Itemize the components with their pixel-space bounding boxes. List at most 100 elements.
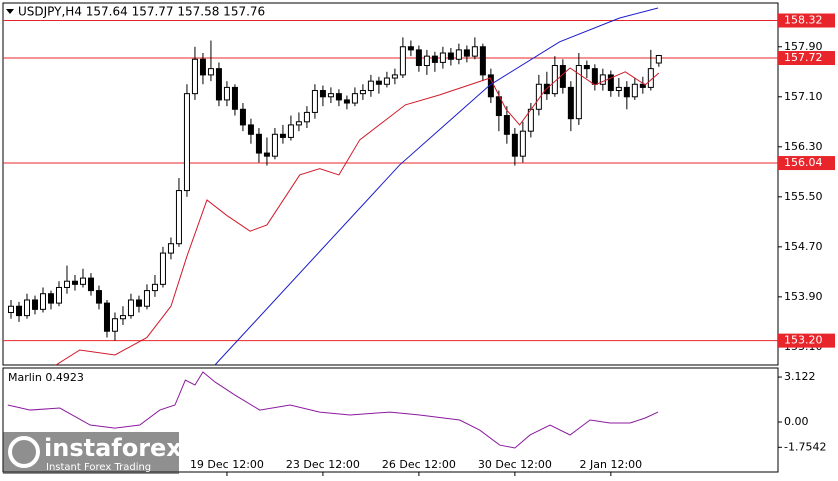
candle-body	[95, 290, 102, 304]
candle-body	[471, 46, 478, 57]
y-tick-label: 0.00	[784, 415, 809, 428]
watermark: instaforex Instant Forex Trading	[3, 432, 182, 474]
y-tick-label: 3.122	[784, 370, 816, 383]
candle-body	[127, 299, 134, 317]
y-tick-label: 153.90	[784, 290, 823, 303]
candle-body	[351, 93, 358, 104]
watermark-icon	[8, 436, 40, 468]
candle-body	[87, 277, 94, 292]
level-label: 153.20	[784, 334, 823, 347]
candle-body	[223, 86, 230, 101]
candle-body	[439, 52, 446, 63]
level-tag	[778, 13, 835, 28]
level-tag	[778, 51, 835, 66]
candle-body	[183, 93, 190, 192]
candle-body	[423, 55, 430, 67]
y-tick-label: 157.10	[784, 90, 823, 103]
candle-body	[199, 58, 206, 76]
candle-body	[279, 133, 286, 138]
candle-body	[271, 133, 278, 157]
line-series	[214, 7, 659, 365]
candle-body	[295, 121, 302, 126]
candle-body	[7, 305, 14, 313]
x-tick-label: 2 Jan 12:00	[580, 458, 643, 471]
candle-body	[55, 286, 62, 304]
candle-body	[639, 83, 646, 88]
level-tag	[778, 156, 835, 171]
y-tick-label: -1.7542	[784, 440, 826, 453]
menu-arrow[interactable]	[6, 9, 14, 14]
candle-body	[255, 133, 262, 154]
y-tick-label: 154.70	[784, 240, 823, 253]
candle-body	[191, 58, 198, 95]
watermark-brand: instaforex	[44, 434, 182, 462]
indicator-title: Marlin 0.4923	[8, 371, 84, 384]
candle-body	[215, 68, 222, 101]
candle-body	[207, 68, 214, 76]
candle-body	[143, 290, 150, 307]
candle-body	[407, 46, 414, 51]
candle-body	[359, 90, 366, 95]
candle-body	[575, 65, 582, 120]
candle-body	[287, 124, 294, 138]
symbol-header: USDJPY,H4 157.64 157.77 157.58 157.76	[18, 5, 265, 19]
candle-body	[655, 55, 662, 64]
y-tick-label: 156.30	[784, 140, 823, 153]
candle-body	[367, 80, 374, 92]
x-tick-label: 30 Dec 12:00	[478, 458, 552, 471]
x-tick-label: 19 Dec 12:00	[190, 458, 264, 471]
candle-body	[567, 86, 574, 120]
candle-body	[591, 68, 598, 85]
candle-body	[63, 280, 70, 288]
candle-body	[327, 93, 334, 98]
candle-body	[535, 83, 542, 110]
candle-body	[431, 55, 438, 63]
candle-body	[607, 74, 614, 92]
candle-body	[47, 293, 54, 304]
level-label: 157.72	[784, 51, 823, 64]
candle-body	[495, 96, 502, 117]
y-tick-label: 157.90	[784, 40, 823, 53]
candle-body	[415, 49, 422, 67]
line-series	[55, 67, 660, 365]
candle-body	[615, 86, 622, 92]
candle-body	[519, 130, 526, 157]
candle-body	[399, 46, 406, 76]
line-series	[7, 371, 659, 449]
candle-body	[239, 108, 246, 126]
watermark-tagline: Instant Forex Trading	[46, 462, 151, 473]
candle-body	[599, 74, 606, 85]
candle-body	[79, 277, 86, 285]
candle-body	[303, 111, 310, 123]
candle-body	[383, 77, 390, 85]
y-tick-label: 155.50	[784, 190, 823, 203]
candle-body	[175, 190, 182, 245]
candle-body	[583, 65, 590, 70]
candle-body	[231, 86, 238, 110]
candle-body	[119, 315, 126, 320]
candle-body	[479, 46, 486, 76]
candle-body	[463, 49, 470, 57]
candle-body	[631, 83, 638, 98]
candle-body	[263, 152, 270, 157]
candle-body	[455, 49, 462, 60]
candle-body	[375, 80, 382, 85]
candle-body	[71, 280, 78, 285]
candle-body	[23, 299, 30, 317]
candle-body	[15, 305, 22, 317]
candle-body	[103, 302, 110, 332]
candle-body	[167, 243, 174, 254]
candle-body	[39, 293, 46, 310]
x-tick-label: 23 Dec 12:00	[286, 458, 360, 471]
candle-body	[247, 124, 254, 135]
candle-body	[111, 318, 118, 332]
candle-body	[31, 299, 38, 310]
x-tick-label: 26 Dec 12:00	[382, 458, 456, 471]
candle-body	[447, 52, 454, 60]
candle-body	[335, 93, 342, 101]
candle-body	[311, 90, 318, 113]
candle-body	[343, 99, 350, 104]
candle-body	[135, 299, 142, 307]
candle-body	[623, 86, 630, 98]
